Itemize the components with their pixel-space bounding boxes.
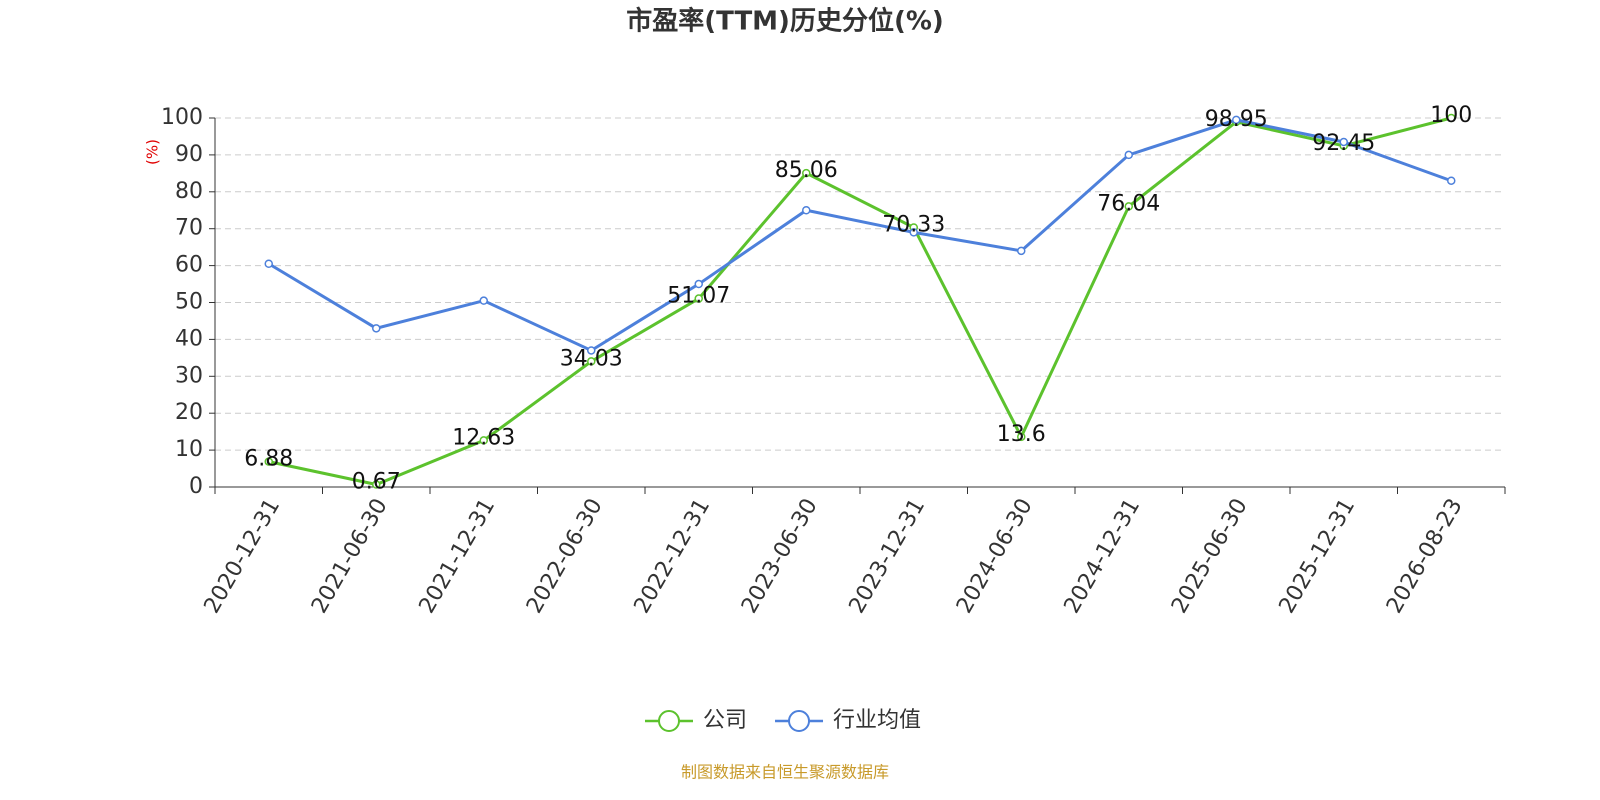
data-point	[694, 279, 703, 289]
data-label: 6.88	[244, 447, 293, 472]
data-point	[1017, 246, 1026, 256]
x-tick-label: 2021-12-31	[415, 495, 501, 618]
data-label: 76.04	[1097, 191, 1160, 216]
y-tick-label: 20	[175, 400, 203, 425]
source-note: 制图数据来自恒生聚源数据库	[681, 763, 889, 782]
data-point	[1339, 137, 1348, 147]
data-point	[1232, 115, 1241, 125]
data-point	[694, 294, 703, 303]
data-point	[802, 206, 811, 215]
y-tick-label: 0	[189, 474, 203, 499]
data-point	[587, 346, 596, 355]
x-tick-label: 2025-06-30	[1167, 495, 1253, 618]
legend-marker	[658, 710, 680, 732]
series-line	[267, 118, 1452, 353]
data-label: 100	[1430, 103, 1472, 128]
data-point	[264, 457, 273, 466]
y-tick-label: 70	[175, 216, 203, 241]
data-point	[1124, 202, 1133, 211]
x-tick-label: 2025-12-31	[1275, 495, 1361, 618]
y-tick-label: 30	[175, 363, 203, 388]
y-tick-label: 10	[175, 437, 203, 462]
data-point	[1447, 113, 1456, 123]
data-point	[802, 168, 811, 178]
data-point	[372, 324, 381, 333]
data-point	[1447, 176, 1456, 185]
y-tick-label: 90	[175, 142, 203, 167]
data-label: 0.67	[352, 470, 401, 495]
data-point	[909, 228, 918, 237]
data-label: 34.03	[560, 346, 623, 371]
data-point	[479, 296, 488, 305]
x-tick-label: 2021-06-30	[307, 495, 393, 618]
legend-marker	[788, 710, 811, 732]
x-tick-label: 2024-06-30	[952, 495, 1038, 618]
data-label: 98.95	[1205, 107, 1268, 132]
data-label: 12.63	[452, 425, 515, 450]
x-tick-label: 2020-12-31	[200, 495, 286, 618]
y-tick-label: 100	[161, 105, 203, 130]
data-label: 51.07	[667, 284, 730, 309]
x-tick-label: 2024-12-31	[1060, 495, 1146, 618]
data-label: 92.45	[1312, 131, 1375, 156]
x-tick-label: 2023-06-30	[737, 495, 823, 618]
series-line	[268, 116, 1452, 487]
y-tick-label: 60	[175, 253, 203, 278]
y-tick-label: 50	[175, 290, 203, 315]
data-label: 13.6	[997, 422, 1046, 447]
y-axis-label: (%)	[144, 139, 162, 165]
data-label: 70.33	[882, 212, 945, 237]
y-tick-label: 80	[175, 179, 203, 204]
x-tick-label: 2022-12-31	[630, 495, 716, 618]
legend-label: 行业均值	[833, 708, 921, 733]
x-tick-label: 2022-06-30	[522, 495, 608, 618]
x-tick-label: 2023-12-31	[845, 495, 931, 618]
data-point	[1124, 150, 1133, 160]
data-point	[587, 357, 596, 366]
data-point	[372, 480, 381, 489]
data-label: 85.06	[775, 158, 838, 183]
chart-title: 市盈率(TTM)历史分位(%)	[626, 6, 944, 37]
data-point	[479, 436, 488, 445]
data-point	[1017, 432, 1026, 442]
y-tick-label: 40	[175, 326, 203, 351]
legend-label: 公司	[703, 708, 747, 733]
x-tick-label: 2026-08-23	[1382, 495, 1468, 618]
data-point	[264, 259, 273, 269]
